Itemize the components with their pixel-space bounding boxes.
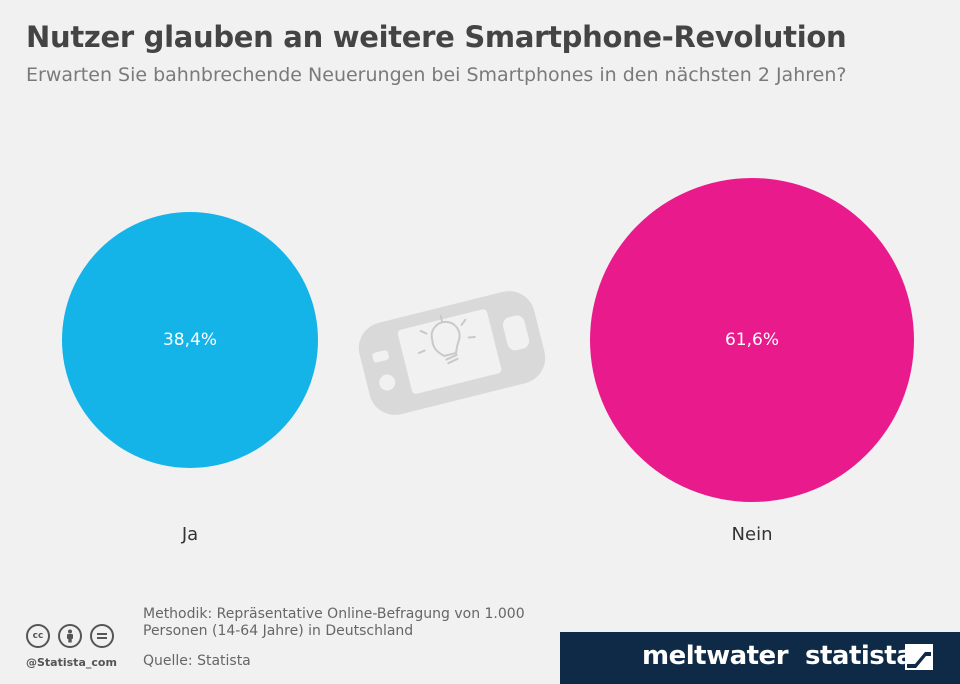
value-label: 61,6% bbox=[724, 330, 779, 350]
statista-logo-icon bbox=[905, 644, 933, 670]
category-label: Ja bbox=[181, 524, 199, 545]
bubble-ja: 38,4% bbox=[62, 212, 318, 468]
by-icon bbox=[58, 624, 82, 648]
chart-subtitle: Erwarten Sie bahnbrechende Neuerungen be… bbox=[26, 64, 847, 86]
meltwater-logo: meltwater bbox=[642, 641, 789, 671]
nd-icon bbox=[90, 624, 114, 648]
source-note: Quelle: Statista bbox=[143, 653, 251, 669]
value-label: 38,4% bbox=[162, 329, 217, 350]
category-label: Nein bbox=[731, 524, 773, 545]
twitter-handle: @Statista_com bbox=[26, 656, 117, 669]
license-icons: cc bbox=[26, 624, 114, 648]
statista-logo-text: statista bbox=[805, 641, 914, 671]
chart-title: Nutzer glauben an weitere Smartphone-Rev… bbox=[26, 20, 847, 54]
cc-icon: cc bbox=[26, 624, 50, 648]
bubble-nein: 61,6% bbox=[590, 178, 914, 502]
methodology-note: Methodik: Repräsentative Online-Befragun… bbox=[143, 606, 525, 639]
brand-bar bbox=[560, 632, 960, 684]
smartphone-lightbulb-icon bbox=[358, 291, 546, 415]
